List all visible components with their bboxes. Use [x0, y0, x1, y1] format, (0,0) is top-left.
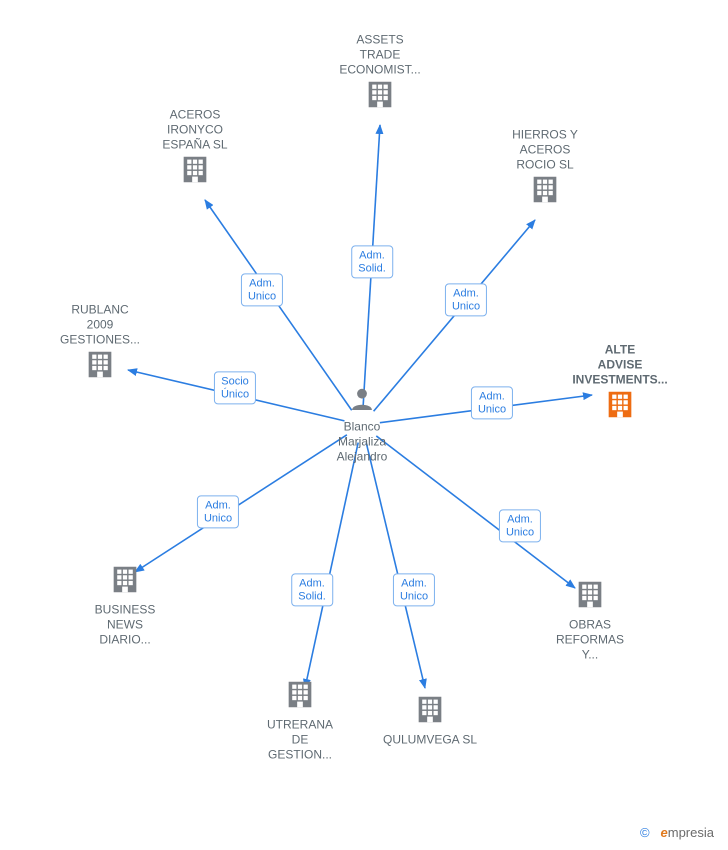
edge-label: Adm. Unico — [241, 273, 283, 306]
building-icon — [83, 348, 117, 382]
edge-line — [305, 443, 358, 688]
edge-label: Socio Único — [214, 371, 256, 404]
building-icon — [108, 563, 142, 597]
edge-label: Adm. Unico — [197, 495, 239, 528]
building-icon — [283, 678, 317, 712]
copyright-symbol: © — [640, 825, 650, 840]
node-label: ALTEADVISEINVESTMENTS... — [560, 343, 680, 388]
brand-initial: e — [661, 825, 668, 840]
edge-label: Adm. Unico — [471, 386, 513, 419]
building-icon — [413, 693, 447, 727]
company-node[interactable]: HIERROS YACEROSROCIO SL — [485, 128, 605, 213]
building-icon — [603, 388, 637, 422]
node-label: UTRERANADEGESTION... — [240, 718, 360, 763]
company-node[interactable]: ACEROSIRONYCOESPAÑA SL — [135, 108, 255, 193]
edge-line — [374, 220, 535, 411]
edge-line — [363, 125, 380, 407]
edge-line — [205, 200, 352, 410]
company-node[interactable]: QULUMVEGA SL — [370, 693, 490, 748]
edge-label: Adm. Solid. — [291, 573, 333, 606]
company-node[interactable]: BUSINESSNEWSDIARIO... — [65, 563, 185, 648]
edge-label: Adm. Unico — [499, 509, 541, 542]
edge-label: Adm. Solid. — [351, 245, 393, 278]
building-icon — [178, 153, 212, 187]
node-label: BUSINESSNEWSDIARIO... — [65, 603, 185, 648]
company-node[interactable]: RUBLANC2009GESTIONES... — [40, 303, 160, 388]
network-diagram: BlancoMarjalizaAlejandro ASSETSTRADEECONO… — [0, 0, 728, 850]
edge-line — [366, 443, 425, 688]
company-node[interactable]: OBRASREFORMASY... — [530, 578, 650, 663]
node-label: RUBLANC2009GESTIONES... — [40, 303, 160, 348]
building-icon — [528, 173, 562, 207]
node-label: BlancoMarjalizaAlejandro — [302, 420, 422, 465]
person-icon — [348, 386, 376, 414]
edge-label: Adm. Unico — [445, 283, 487, 316]
edge-label: Adm. Unico — [393, 573, 435, 606]
node-label: HIERROS YACEROSROCIO SL — [485, 128, 605, 173]
company-node[interactable]: UTRERANADEGESTION... — [240, 678, 360, 763]
company-node[interactable]: ALTEADVISEINVESTMENTS... — [560, 343, 680, 428]
building-icon — [573, 578, 607, 612]
center-person-node[interactable]: BlancoMarjalizaAlejandro — [302, 386, 422, 465]
node-label: QULUMVEGA SL — [370, 733, 490, 748]
brand-rest: mpresia — [668, 825, 714, 840]
building-icon — [363, 78, 397, 112]
node-label: OBRASREFORMASY... — [530, 618, 650, 663]
node-label: ASSETSTRADEECONOMIST... — [320, 33, 440, 78]
node-label: ACEROSIRONYCOESPAÑA SL — [135, 108, 255, 153]
footer-brand: © empresia — [640, 825, 714, 840]
company-node[interactable]: ASSETSTRADEECONOMIST... — [320, 33, 440, 118]
